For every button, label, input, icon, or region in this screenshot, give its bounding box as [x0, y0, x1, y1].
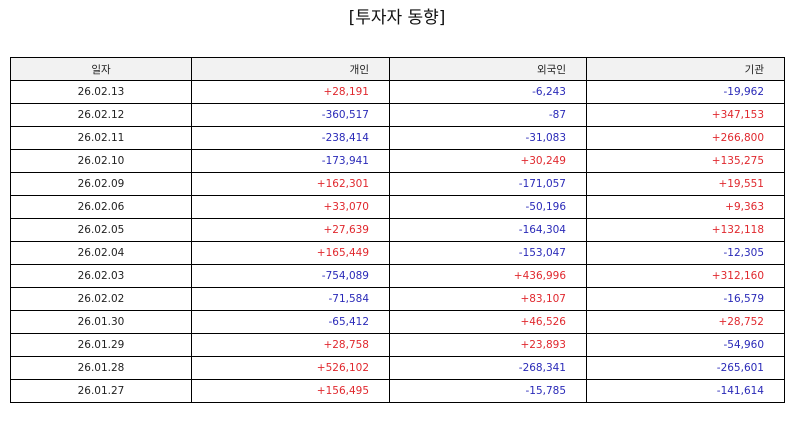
cell-date: 26.02.09 — [10, 172, 192, 196]
cell-individual: +156,495 — [191, 379, 390, 403]
cell-individual: +162,301 — [191, 172, 390, 196]
cell-individual: +165,449 — [191, 241, 390, 265]
cell-institution: +312,160 — [586, 264, 785, 288]
column-header-foreign: 외국인 — [389, 57, 587, 81]
cell-institution: -141,614 — [586, 379, 785, 403]
cell-date: 26.02.10 — [10, 149, 192, 173]
table-row: 26.02.02 -71,584 +83,107 -16,579 — [10, 287, 785, 311]
table-row: 26.02.13 +28,191 -6,243 -19,962 — [10, 80, 785, 104]
cell-date: 26.02.04 — [10, 241, 192, 265]
cell-individual: -71,584 — [191, 287, 390, 311]
table-row: 26.02.04 +165,449 -153,047 -12,305 — [10, 241, 785, 265]
cell-date: 26.01.28 — [10, 356, 192, 380]
cell-institution: +132,118 — [586, 218, 785, 242]
column-header-institution: 기관 — [586, 57, 785, 81]
table-row: 26.01.28 +526,102 -268,341 -265,601 — [10, 356, 785, 380]
cell-foreign: +23,893 — [389, 333, 587, 357]
table-header-row: 일자 개인 외국인 기관 — [10, 57, 785, 81]
table-row: 26.01.30 -65,412 +46,526 +28,752 — [10, 310, 785, 334]
cell-individual: +28,191 — [191, 80, 390, 104]
cell-institution: +135,275 — [586, 149, 785, 173]
table-row: 26.02.03 -754,089 +436,996 +312,160 — [10, 264, 785, 288]
cell-foreign: -50,196 — [389, 195, 587, 219]
cell-institution: -12,305 — [586, 241, 785, 265]
cell-foreign: -268,341 — [389, 356, 587, 380]
cell-institution: +347,153 — [586, 103, 785, 127]
cell-individual: -173,941 — [191, 149, 390, 173]
table-body: 26.02.13 +28,191 -6,243 -19,962 26.02.12 -360… — [10, 80, 785, 403]
cell-date: 26.01.29 — [10, 333, 192, 357]
cell-date: 26.02.12 — [10, 103, 192, 127]
investor-trend-table: 일자 개인 외국인 기관 26.02.13 +28,191 -6,243 -19,96… — [10, 57, 785, 403]
cell-institution: -54,960 — [586, 333, 785, 357]
cell-foreign: -6,243 — [389, 80, 587, 104]
cell-institution: -16,579 — [586, 287, 785, 311]
cell-foreign: +30,249 — [389, 149, 587, 173]
cell-individual: -238,414 — [191, 126, 390, 150]
cell-foreign: +436,996 — [389, 264, 587, 288]
cell-individual: +33,070 — [191, 195, 390, 219]
cell-date: 26.02.06 — [10, 195, 192, 219]
table-row: 26.02.11 -238,414 -31,083 +266,800 — [10, 126, 785, 150]
cell-date: 26.02.13 — [10, 80, 192, 104]
cell-foreign: -15,785 — [389, 379, 587, 403]
table-row: 26.02.05 +27,639 -164,304 +132,118 — [10, 218, 785, 242]
table-row: 26.02.10 -173,941 +30,249 +135,275 — [10, 149, 785, 173]
cell-individual: +526,102 — [191, 356, 390, 380]
cell-foreign: -164,304 — [389, 218, 587, 242]
cell-date: 26.02.02 — [10, 287, 192, 311]
table-row: 26.02.09 +162,301 -171,057 +19,551 — [10, 172, 785, 196]
table-row: 26.02.12 -360,517 -87 +347,153 — [10, 103, 785, 127]
cell-date: 26.02.11 — [10, 126, 192, 150]
cell-institution: +28,752 — [586, 310, 785, 334]
cell-institution: +9,363 — [586, 195, 785, 219]
cell-institution: -19,962 — [586, 80, 785, 104]
cell-individual: +27,639 — [191, 218, 390, 242]
cell-foreign: -171,057 — [389, 172, 587, 196]
page-title: [투자자 동향] — [348, 8, 446, 28]
table-row: 26.01.29 +28,758 +23,893 -54,960 — [10, 333, 785, 357]
cell-foreign: -153,047 — [389, 241, 587, 265]
cell-date: 26.01.27 — [10, 379, 192, 403]
cell-foreign: -31,083 — [389, 126, 587, 150]
column-header-date: 일자 — [10, 57, 192, 81]
cell-foreign: +46,526 — [389, 310, 587, 334]
table-row: 26.02.06 +33,070 -50,196 +9,363 — [10, 195, 785, 219]
cell-foreign: -87 — [389, 103, 587, 127]
column-header-individual: 개인 — [191, 57, 390, 81]
table-row: 26.01.27 +156,495 -15,785 -141,614 — [10, 379, 785, 403]
cell-date: 26.01.30 — [10, 310, 192, 334]
cell-individual: -65,412 — [191, 310, 390, 334]
cell-date: 26.02.05 — [10, 218, 192, 242]
cell-foreign: +83,107 — [389, 287, 587, 311]
cell-individual: -754,089 — [191, 264, 390, 288]
cell-date: 26.02.03 — [10, 264, 192, 288]
cell-individual: -360,517 — [191, 103, 390, 127]
cell-institution: -265,601 — [586, 356, 785, 380]
cell-institution: +19,551 — [586, 172, 785, 196]
cell-institution: +266,800 — [586, 126, 785, 150]
cell-individual: +28,758 — [191, 333, 390, 357]
